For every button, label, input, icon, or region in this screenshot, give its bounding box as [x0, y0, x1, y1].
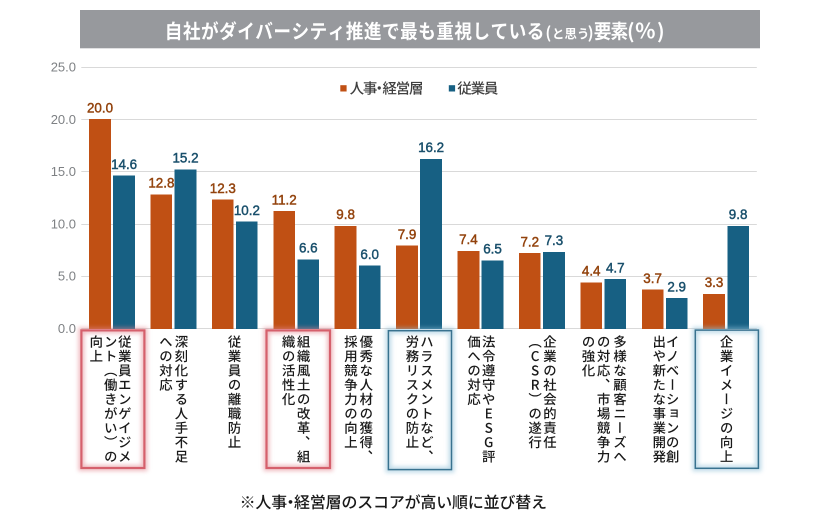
svg-text:7.2: 7.2: [520, 234, 539, 249]
svg-text:0.0: 0.0: [58, 321, 76, 336]
svg-text:11.2: 11.2: [272, 192, 297, 207]
svg-text:20.0: 20.0: [87, 100, 113, 115]
svg-text:12.8: 12.8: [148, 176, 174, 191]
svg-text:6.5: 6.5: [483, 242, 502, 257]
svg-text:14.6: 14.6: [111, 157, 137, 172]
svg-text:3.7: 3.7: [643, 271, 662, 286]
svg-text:9.8: 9.8: [336, 207, 355, 222]
svg-text:7.9: 7.9: [398, 227, 417, 242]
svg-text:2.9: 2.9: [667, 279, 686, 294]
svg-text:10.0: 10.0: [51, 216, 76, 231]
svg-text:4.4: 4.4: [582, 264, 601, 279]
svg-text:20.0: 20.0: [51, 112, 76, 127]
svg-text:6.6: 6.6: [299, 241, 318, 256]
svg-text:12.3: 12.3: [210, 181, 236, 196]
svg-text:7.4: 7.4: [459, 232, 478, 247]
svg-text:15.0: 15.0: [51, 164, 76, 179]
svg-text:16.2: 16.2: [418, 140, 444, 155]
svg-text:25.0: 25.0: [51, 60, 76, 75]
svg-text:4.7: 4.7: [606, 260, 625, 275]
svg-text:5.0: 5.0: [58, 269, 76, 284]
svg-text:7.3: 7.3: [545, 233, 564, 248]
svg-text:10.2: 10.2: [234, 203, 260, 218]
svg-text:6.0: 6.0: [360, 247, 379, 262]
svg-text:9.8: 9.8: [729, 207, 748, 222]
svg-text:3.3: 3.3: [705, 275, 724, 290]
svg-text:15.2: 15.2: [172, 151, 198, 166]
